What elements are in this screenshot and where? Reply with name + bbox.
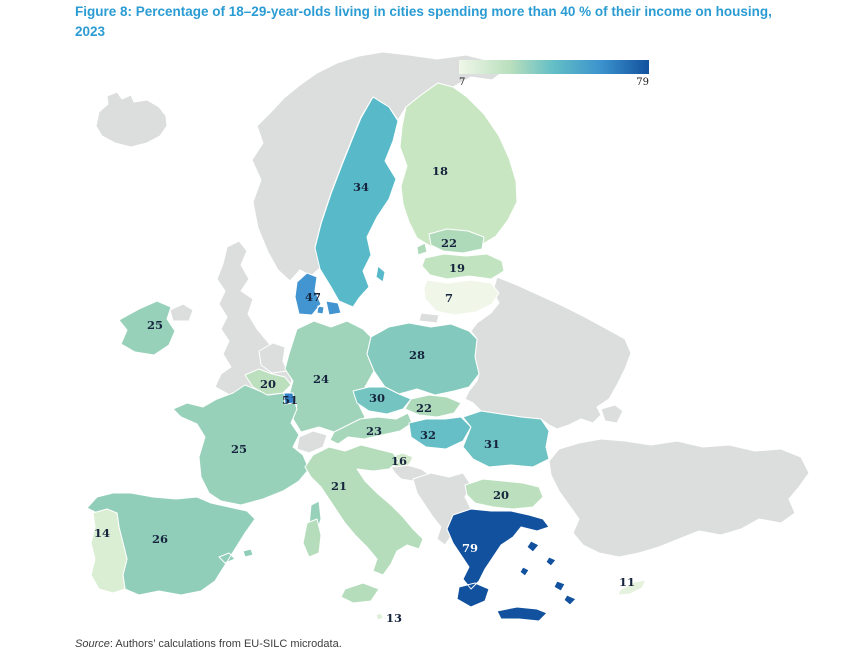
legend-labels: 7 79 — [459, 77, 649, 88]
country-iceland — [95, 91, 168, 148]
country-switzerland — [296, 430, 328, 454]
country-turkey — [548, 438, 810, 558]
country-belgium — [244, 368, 292, 396]
country-value-label-portugal: 14 — [94, 526, 110, 540]
legend-min-label: 7 — [459, 77, 466, 88]
country-value-label-luxembourg: 51 — [282, 393, 298, 407]
country-value-label-bulgaria: 20 — [493, 488, 509, 502]
country-estonia — [416, 228, 485, 256]
country-portugal — [90, 508, 128, 594]
country-value-label-malta: 13 — [386, 611, 402, 625]
country-austria — [329, 412, 413, 445]
country-sweden — [314, 96, 399, 308]
country-value-label-poland: 28 — [409, 348, 425, 362]
country-value-label-cyprus: 11 — [619, 575, 635, 589]
country-value-label-austria: 23 — [366, 424, 382, 438]
country-malta — [375, 612, 384, 621]
source-label: Source — [75, 638, 110, 650]
country-value-label-hungary: 32 — [420, 428, 436, 442]
country-cyprus — [617, 579, 647, 596]
country-value-label-lithuania: 7 — [445, 291, 453, 305]
country-value-label-germany: 24 — [313, 372, 329, 386]
source-text: : Authors’ calculations from EU-SILC mic… — [109, 638, 342, 650]
source-note: Source: Authors’ calculations from EU-SI… — [75, 638, 342, 650]
legend-max-label: 79 — [636, 77, 649, 88]
country-luxembourg — [283, 392, 295, 405]
country-value-label-romania: 31 — [484, 437, 500, 451]
country-value-label-france: 25 — [231, 442, 247, 456]
country-value-label-italy: 21 — [331, 479, 347, 493]
country-hungary — [408, 416, 472, 450]
country-value-label-belgium: 20 — [260, 377, 276, 391]
figure-title-line1: Figure 8: Percentage of 18–29-year-olds … — [75, 4, 772, 19]
country-netherlands — [258, 342, 288, 374]
country-greece — [446, 508, 577, 622]
country-value-label-spain: 26 — [152, 532, 168, 546]
country-lithuania — [423, 279, 500, 316]
country-value-label-latvia: 19 — [449, 261, 465, 275]
country-germany — [284, 320, 375, 434]
figure-title: Figure 8: Percentage of 18–29-year-olds … — [75, 2, 785, 41]
country-slovakia — [404, 394, 462, 418]
country-value-label-denmark: 47 — [305, 290, 321, 304]
country-ireland — [118, 300, 176, 356]
country-bulgaria — [464, 478, 544, 510]
country-italy — [302, 444, 424, 604]
country-latvia — [421, 253, 505, 280]
country-romania — [462, 410, 550, 468]
color-legend: 7 79 — [459, 60, 649, 88]
country-czechia — [352, 386, 412, 415]
figure-title-line2: 2023 — [75, 23, 106, 39]
country-denmark — [294, 272, 342, 316]
legend-gradient-bar — [459, 60, 649, 74]
country-value-label-czechia: 30 — [369, 391, 385, 405]
country-poland — [366, 322, 480, 396]
country-value-label-finland: 18 — [432, 164, 448, 178]
country-kaliningrad — [418, 312, 440, 324]
country-value-label-greece: 79 — [462, 541, 478, 555]
country-value-label-slovakia: 22 — [416, 401, 432, 415]
country-value-label-estonia: 22 — [441, 236, 457, 250]
country-value-label-sweden: 34 — [353, 180, 369, 194]
country-finland — [399, 82, 518, 252]
country-value-label-slovenia: 16 — [391, 454, 407, 468]
country-value-label-ireland: 25 — [147, 318, 163, 332]
